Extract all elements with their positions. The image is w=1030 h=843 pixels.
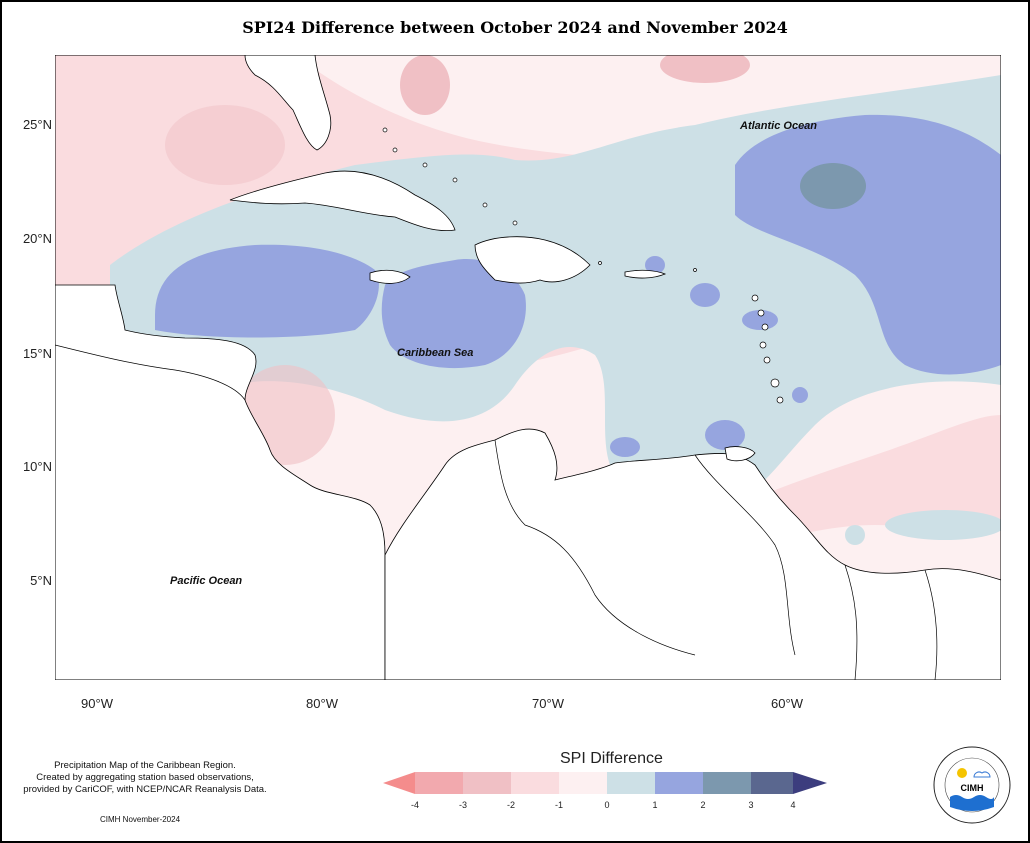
- field-lightblue-guyana: [885, 510, 1001, 540]
- field-blue-central-caribbean: [381, 259, 526, 369]
- country-borders: [55, 344, 938, 680]
- lat-tick-15: 15°N: [22, 346, 52, 361]
- cloud-icon: [973, 771, 991, 778]
- legend-bin-7: [703, 772, 751, 794]
- land-cuba: [229, 170, 456, 232]
- land-trinidad: [724, 446, 756, 462]
- field-blue-spot-6: [610, 437, 640, 457]
- legend-tick-m1: -1: [554, 800, 563, 810]
- legend-tick-0: 0: [604, 800, 610, 810]
- legend-bin-5: [607, 772, 655, 794]
- small-islands: [382, 127, 784, 404]
- field-pink-spot-topright: [660, 55, 750, 83]
- credit-line-2: Created by aggregating station based obs…: [36, 772, 254, 783]
- lon-tick-90w: 90°W: [81, 696, 113, 711]
- lat-tick-20: 20°N: [22, 231, 52, 246]
- field-blue-spot-1: [690, 283, 720, 307]
- land-jamaica: [369, 269, 411, 284]
- legend-title: SPI Difference: [560, 750, 663, 767]
- logo-text: CIMH: [961, 783, 984, 793]
- field-pink-spot-cuba: [165, 105, 285, 185]
- legend-tick-3: 3: [748, 800, 754, 810]
- field-blue-spot-5: [705, 420, 745, 450]
- lat-tick-25: 25°N: [22, 117, 52, 132]
- lat-tick-5: 5°N: [30, 573, 52, 588]
- credit-line-3: provided by CariCOF, with NCEP/NCAR Rean…: [23, 784, 267, 795]
- land-florida: [244, 55, 332, 151]
- field-blue-spot-4: [792, 387, 808, 403]
- legend-tick-m4: -4: [410, 800, 419, 810]
- field-blue-spot-2: [645, 256, 665, 274]
- legend-bin-2: [463, 772, 511, 794]
- lon-tick-80w: 80°W: [306, 696, 338, 711]
- wave-icon: [950, 795, 994, 811]
- credit-line-4: CIMH November-2024: [100, 815, 181, 824]
- land-puerto-rico: [624, 269, 667, 279]
- legend-arrow-right: [793, 772, 827, 794]
- sun-icon: [957, 768, 967, 778]
- cimh-logo: CIMH: [933, 746, 1011, 824]
- legend-tick-m3: -3: [458, 800, 467, 810]
- legend-tick-4: 4: [790, 800, 796, 810]
- credit-line-1: Precipitation Map of the Caribbean Regio…: [54, 760, 236, 771]
- legend-bin-4: [559, 772, 607, 794]
- legend-colorbar: [383, 772, 827, 794]
- lat-tick-10: 10°N: [22, 459, 52, 474]
- legend-bin-8: [751, 772, 793, 794]
- label-atlantic-ocean: Atlantic Ocean: [740, 120, 818, 132]
- field-pink-spot-north: [400, 55, 450, 115]
- field-lightblue-spot-d: [845, 525, 865, 545]
- legend-bin-1: [415, 772, 463, 794]
- land-hispaniola: [474, 236, 591, 284]
- legend-bin-3: [511, 772, 559, 794]
- label-caribbean-sea: Caribbean Sea: [397, 347, 474, 359]
- lon-tick-60w: 60°W: [771, 696, 803, 711]
- credit-text: Precipitation Map of the Caribbean Regio…: [5, 760, 285, 796]
- field-blue-spot-3: [742, 310, 778, 330]
- legend-tick-2: 2: [700, 800, 706, 810]
- legend-bin-6: [655, 772, 703, 794]
- land-south-america: [384, 428, 1001, 680]
- lon-tick-70w: 70°W: [532, 696, 564, 711]
- landmasses: [55, 55, 1001, 680]
- label-pacific-ocean: Pacific Ocean: [170, 575, 243, 587]
- spi-difference-map: [55, 55, 1001, 680]
- map-title: SPI24 Difference between October 2024 an…: [242, 18, 788, 37]
- land-central-america: [55, 284, 386, 680]
- legend-tick-1: 1: [652, 800, 658, 810]
- legend-tick-m2: -2: [506, 800, 515, 810]
- field-blue-western-caribbean: [155, 244, 379, 338]
- field-darkblue-core: [800, 163, 866, 209]
- legend-arrow-left: [383, 772, 415, 794]
